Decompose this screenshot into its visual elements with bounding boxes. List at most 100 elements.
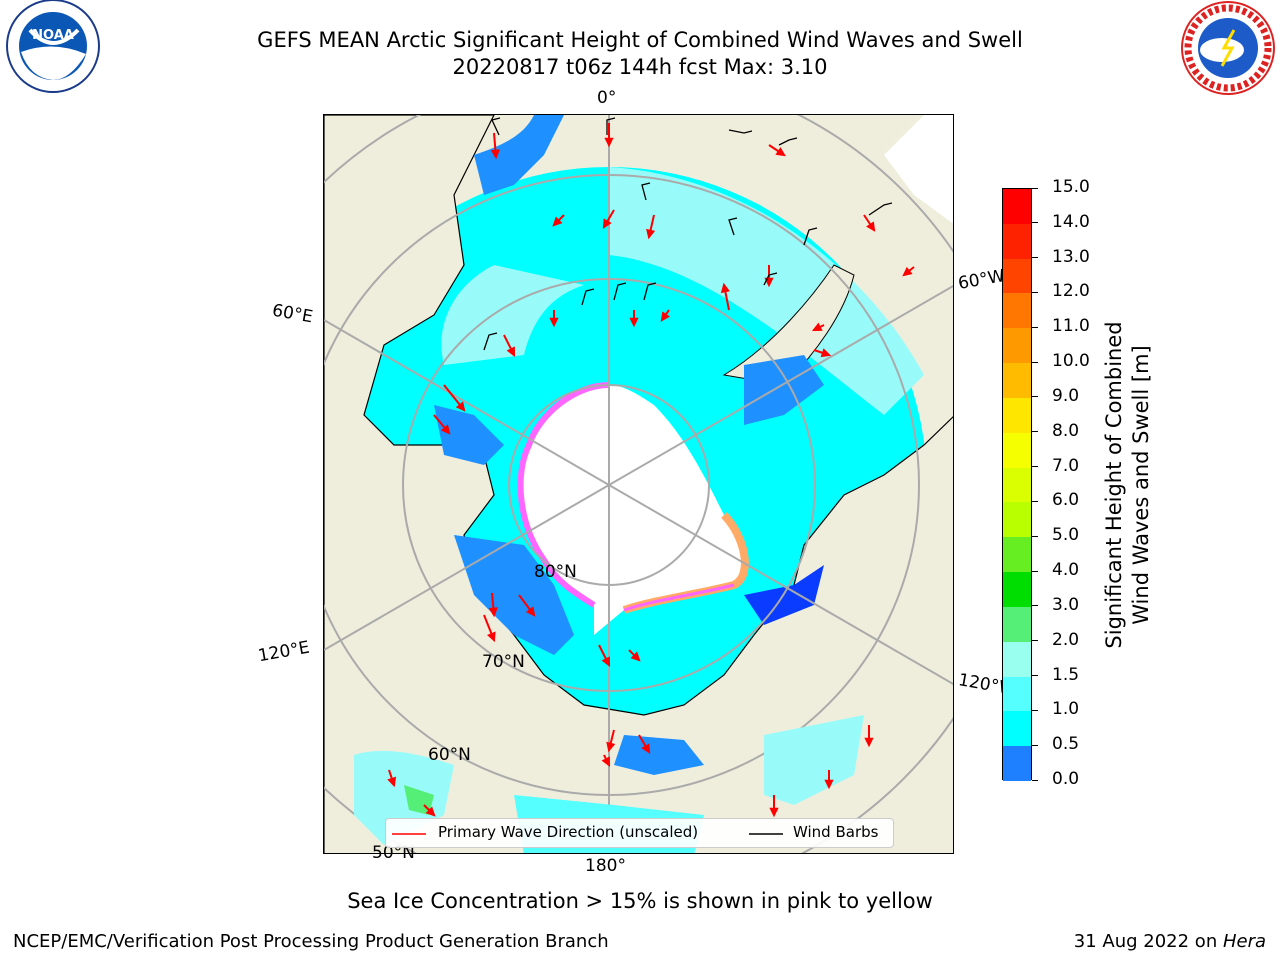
colorbar-tick-mark: [1032, 187, 1038, 189]
legend-wind-barbs: Wind Barbs: [793, 823, 879, 841]
wave-direction-arrowhead: [486, 631, 496, 643]
colorbar-tick-label: 1.5: [1052, 664, 1080, 685]
colorbar-tick-mark: [1032, 709, 1038, 711]
colorbar-segment: [1003, 258, 1031, 294]
wind-barb: [641, 182, 651, 201]
map-title: GEFS MEAN Arctic Significant Height of C…: [257, 28, 1023, 52]
colorbar-tick-label: 15.0: [1052, 177, 1090, 197]
colorbar-tick-label: 10.0: [1052, 351, 1090, 372]
wave-direction-arrowhead: [775, 147, 786, 157]
wave-direction-arrowhead: [549, 317, 559, 328]
colorbar-segment: [1003, 293, 1031, 329]
wave-direction-arrowhead: [764, 277, 774, 288]
wind-barb: [728, 217, 738, 236]
nws-logo: [1176, 0, 1280, 100]
lon-label-120e: 120°E: [256, 637, 312, 667]
footer-credit: NCEP/EMC/Verification Post Processing Pr…: [13, 931, 609, 952]
wind-barb: [643, 282, 657, 301]
lon-label-60w: 60°W: [956, 266, 1007, 294]
colorbar-segment: [1003, 363, 1031, 399]
wind-barb: [763, 272, 778, 286]
colorbar-tick-mark: [1032, 640, 1038, 642]
wave-direction-arrowhead: [641, 743, 651, 754]
colorbar-tick-mark: [1032, 675, 1038, 677]
wind-barb: [778, 137, 798, 146]
colorbar-tick-mark: [1032, 535, 1038, 537]
wave-direction-arrowhead: [646, 228, 656, 240]
colorbar-tick-label: 2.0: [1052, 629, 1080, 650]
colorbar-label-line1: Significant Height of Combined: [1102, 321, 1126, 649]
wave-direction-arrowhead: [602, 218, 612, 229]
wave-direction-arrowhead: [425, 806, 436, 817]
wind-barb: [728, 129, 753, 134]
colorbar-segment: [1003, 397, 1031, 434]
legend-wave-direction: Primary Wave Direction (unscaled): [438, 823, 699, 841]
colorbar-segment: [1003, 328, 1031, 364]
colorbar-segment: [1003, 746, 1031, 782]
wave-direction-arrowhead: [601, 756, 611, 768]
colorbar-tick-label: 6.0: [1052, 490, 1080, 511]
wind-barb: [581, 288, 595, 306]
colorbar-tick-mark: [1032, 500, 1038, 502]
wind-barb: [491, 117, 501, 136]
lat-label-50n: 50°N: [372, 843, 415, 863]
colorbar: [1002, 188, 1032, 782]
wind-barb: [483, 332, 498, 351]
colorbar-segment: [1003, 537, 1031, 573]
colorbar-tick-mark: [1032, 396, 1038, 398]
colorbar-tick-label: 3.0: [1052, 594, 1080, 615]
colorbar-tick-label: 9.0: [1052, 385, 1080, 406]
colorbar-tick-mark: [1032, 257, 1038, 259]
colorbar-tick-mark: [1032, 466, 1038, 468]
wave-direction-arrowhead: [811, 322, 823, 332]
footer-host: Hera: [1222, 931, 1266, 952]
lon-label-0: 0°: [597, 88, 617, 108]
wave-direction-arrowhead: [488, 607, 498, 618]
colorbar-label: Significant Height of Combined Wind Wave…: [1101, 321, 1155, 648]
wave-direction-arrowhead: [720, 282, 730, 294]
colorbar-tick-mark: [1032, 779, 1038, 781]
colorbar-segment: [1003, 223, 1031, 260]
colorbar-tick-label: 13.0: [1052, 246, 1090, 267]
wind-barb: [803, 227, 818, 246]
wave-direction-arrowhead: [660, 311, 670, 322]
colorbar-tick-label: 5.0: [1052, 525, 1080, 546]
wave-direction-arrowhead: [866, 221, 876, 232]
colorbar-tick-mark: [1032, 222, 1038, 224]
colorbar-tick-label: 0.0: [1052, 769, 1080, 789]
colorbar-tick-label: 0.5: [1052, 734, 1080, 755]
colorbar-tick-mark: [1032, 744, 1038, 746]
wave-direction-arrowhead: [525, 606, 536, 617]
wave-direction-arrowhead: [490, 149, 501, 160]
lat-label-60n: 60°N: [428, 745, 471, 765]
wave-direction-arrowhead: [769, 807, 779, 818]
wave-direction-arrowhead: [824, 779, 834, 790]
lat-label-80n: 80°N: [534, 562, 577, 582]
map-subtitle: 20220817 t06z 144h fcst Max: 3.10: [452, 55, 828, 79]
colorbar-segment: [1003, 502, 1031, 538]
wave-direction-arrowhead: [387, 776, 397, 788]
wave-direction-arrowhead: [630, 651, 641, 662]
wave-direction-arrowhead: [455, 401, 466, 412]
colorbar-segment: [1003, 189, 1031, 225]
lon-label-60e: 60°E: [270, 300, 315, 328]
colorbar-tick-mark: [1032, 570, 1038, 572]
map-legend: Primary Wave Direction (unscaled) Wind B…: [385, 818, 894, 848]
colorbar-tick-label: 12.0: [1052, 281, 1090, 302]
noaa-logo: NOAA: [0, 0, 106, 100]
colorbar-tick-mark: [1032, 291, 1038, 293]
wind-barb: [606, 117, 616, 135]
colorbar-tick-mark: [1032, 605, 1038, 607]
colorbar-segment: [1003, 676, 1031, 712]
colorbar-segment: [1003, 467, 1031, 503]
colorbar-tick-label: 1.0: [1052, 699, 1080, 720]
colorbar-segment: [1003, 432, 1031, 469]
colorbar-segment: [1003, 572, 1031, 608]
colorbar-tick-label: 11.0: [1052, 316, 1090, 337]
wave-direction-arrowhead: [506, 346, 516, 358]
wave-direction-arrowhead: [864, 737, 874, 748]
wave-direction-arrowhead: [601, 656, 611, 668]
wave-direction-arrowhead: [440, 424, 451, 435]
colorbar-segment: [1003, 641, 1031, 678]
colorbar-segment: [1003, 711, 1031, 747]
